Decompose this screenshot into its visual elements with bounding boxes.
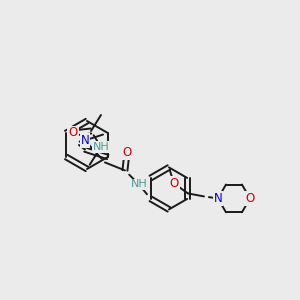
Text: O: O xyxy=(169,177,178,190)
Text: O: O xyxy=(68,127,78,140)
Text: N: N xyxy=(81,134,89,147)
Text: N: N xyxy=(214,192,222,205)
Text: NH: NH xyxy=(93,142,110,152)
Text: N: N xyxy=(214,192,222,205)
Text: NH: NH xyxy=(130,179,147,189)
Text: O: O xyxy=(122,146,132,159)
Text: O: O xyxy=(245,192,255,205)
